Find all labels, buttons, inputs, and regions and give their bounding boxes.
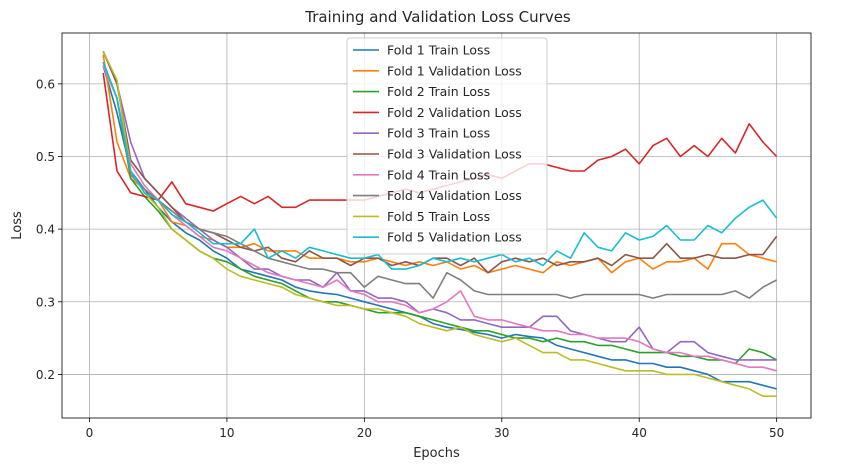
x-tick-label: 30 bbox=[494, 426, 509, 440]
chart-title: Training and Validation Loss Curves bbox=[304, 8, 571, 26]
y-tick-label: 0.6 bbox=[36, 77, 55, 91]
x-tick-label: 50 bbox=[769, 426, 784, 440]
legend-entry: Fold 2 Train Loss bbox=[387, 84, 490, 99]
legend: Fold 1 Train Loss Fold 1 Validation Loss F… bbox=[346, 37, 548, 255]
y-axis-label: Loss bbox=[10, 211, 25, 240]
legend-box bbox=[346, 37, 548, 255]
series-line-1 bbox=[102, 65, 777, 390]
legend-entry: Fold 5 Train Loss bbox=[387, 209, 490, 224]
y-ticks: 0.2 0.3 0.4 0.5 0.6 bbox=[36, 77, 62, 382]
series-line-8 bbox=[102, 61, 777, 299]
plot-frame bbox=[61, 32, 812, 419]
x-tick-label: 40 bbox=[632, 426, 647, 440]
y-tick-label: 0.5 bbox=[36, 150, 55, 164]
y-tick-label: 0.2 bbox=[36, 368, 55, 382]
legend-entry: Fold 5 Validation Loss bbox=[387, 230, 522, 245]
series-line-9 bbox=[102, 50, 777, 398]
legend-entry: Fold 2 Validation Loss bbox=[387, 105, 522, 120]
legend-entry: Fold 1 Train Loss bbox=[387, 43, 490, 58]
series-line-10 bbox=[102, 61, 778, 270]
x-tick-label: 0 bbox=[86, 426, 94, 440]
x-tick-label: 20 bbox=[357, 426, 372, 440]
x-ticks: 0 10 20 30 40 50 bbox=[86, 418, 784, 440]
legend-entry: Fold 4 Train Loss bbox=[387, 167, 490, 182]
legend-entry: Fold 4 Validation Loss bbox=[387, 188, 522, 203]
x-axis-label: Epochs bbox=[413, 446, 460, 461]
legend-entry: Fold 3 Train Loss bbox=[387, 126, 490, 141]
legend-entry: Fold 3 Validation Loss bbox=[387, 147, 522, 162]
y-tick-label: 0.3 bbox=[36, 295, 55, 309]
series-line-7 bbox=[102, 65, 777, 372]
y-tick-label: 0.4 bbox=[36, 223, 55, 237]
series-lines bbox=[102, 50, 778, 398]
x-tick-label: 10 bbox=[219, 426, 234, 440]
legend-entry: Fold 1 Validation Loss bbox=[387, 63, 522, 78]
